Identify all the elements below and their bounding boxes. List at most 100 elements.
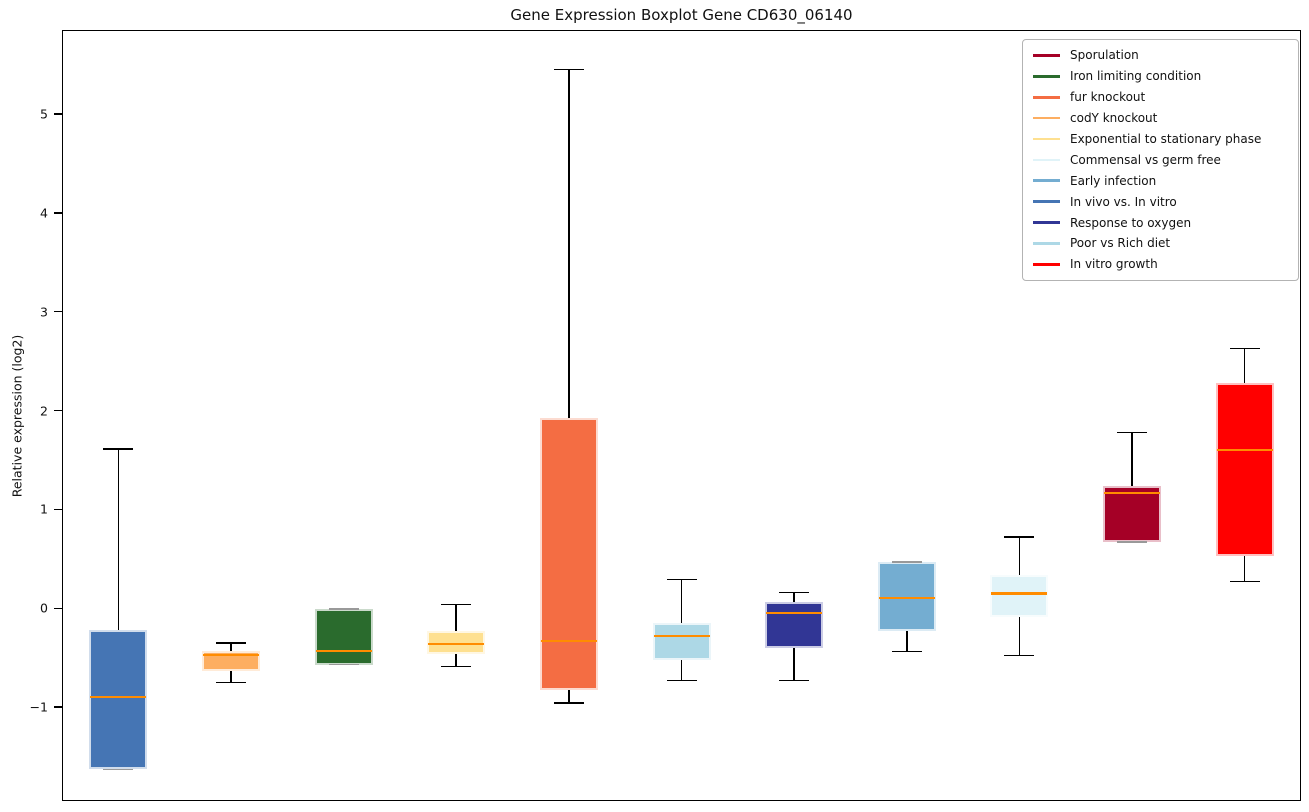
boxplot-lower-cap <box>103 768 134 771</box>
legend: Sporulation Iron limiting condition fur kn… <box>1022 39 1299 281</box>
boxplot-box <box>539 418 598 691</box>
boxplot-upper-whisker <box>568 69 570 419</box>
legend-label: Commensal vs germ free <box>1070 152 1221 167</box>
boxplot-lower-whisker <box>455 653 457 667</box>
legend-label: In vitro growth <box>1070 257 1158 272</box>
boxplot-box <box>427 630 486 654</box>
y-tick-label: 1 <box>40 501 48 517</box>
boxplot-lower-cap <box>666 679 697 682</box>
y-tick-label: 5 <box>40 106 48 122</box>
boxplot-box <box>652 623 711 660</box>
legend-item: fur knockout <box>1023 87 1298 108</box>
boxplot-box <box>1215 382 1274 556</box>
boxplot-median <box>202 653 259 656</box>
legend-swatch <box>1033 75 1060 78</box>
boxplot-upper-cap <box>328 608 359 610</box>
boxplot-lower-whisker <box>906 630 908 652</box>
legend-label: Response to oxygen <box>1070 215 1192 230</box>
legend-label: Iron limiting condition <box>1070 69 1202 84</box>
boxplot-lower-whisker <box>1018 617 1021 656</box>
boxplot-median <box>1216 448 1273 452</box>
boxplot-lower-whisker <box>1243 555 1246 582</box>
boxplot-lower-cap <box>1004 654 1035 657</box>
y-tick-label: 0 <box>40 600 48 616</box>
y-tick-label: 3 <box>40 304 48 320</box>
boxplot-lower-whisker <box>793 647 795 681</box>
legend-label: Sporulation <box>1070 48 1139 63</box>
boxplot-lower-cap <box>215 681 246 684</box>
y-tick-label: 4 <box>40 205 48 221</box>
boxplot-box <box>990 574 1049 618</box>
boxplot-upper-cap <box>1117 431 1148 434</box>
boxplot-upper-whisker <box>230 642 232 651</box>
boxplot-box <box>1103 485 1162 542</box>
boxplot-upper-cap <box>215 642 246 644</box>
boxplot-upper-whisker <box>1018 537 1021 575</box>
legend-swatch <box>1033 221 1060 224</box>
boxplot-median <box>878 597 935 600</box>
boxplot-upper-cap <box>1004 536 1035 538</box>
boxplot-median <box>90 696 147 699</box>
boxplot-box <box>314 609 373 665</box>
legend-label: In vivo vs. In vitro <box>1070 194 1177 209</box>
boxplot-upper-whisker <box>680 579 683 624</box>
legend-item: In vivo vs. In vitro <box>1023 191 1298 212</box>
boxplot-upper-cap <box>891 561 922 563</box>
boxplot-lower-cap <box>779 679 810 682</box>
legend-item: Exponential to stationary phase <box>1023 129 1298 150</box>
boxplot-upper-cap <box>553 68 584 71</box>
legend-item: Commensal vs germ free <box>1023 149 1298 170</box>
boxplot-lower-cap <box>441 665 472 668</box>
y-tick-mark <box>54 310 62 313</box>
boxplot-lower-cap <box>553 702 584 704</box>
legend-label: Poor vs Rich diet <box>1070 236 1171 251</box>
legend-label: fur knockout <box>1070 90 1146 105</box>
boxplot-upper-cap <box>1229 347 1260 350</box>
legend-swatch <box>1033 137 1060 141</box>
legend-item: In vitro growth <box>1023 254 1298 275</box>
boxplot-lower-whisker <box>568 690 570 704</box>
boxplot-median <box>991 592 1048 595</box>
legend-item: Sporulation <box>1023 45 1298 66</box>
boxplot-upper-whisker <box>1243 348 1246 383</box>
boxplot-median <box>315 649 372 652</box>
legend-swatch <box>1033 179 1060 183</box>
legend-item: Early infection <box>1023 170 1298 191</box>
legend-swatch <box>1033 158 1060 162</box>
boxplot-upper-whisker <box>1131 432 1133 486</box>
boxplot-upper-cap <box>779 591 810 594</box>
chart-title: Gene Expression Boxplot Gene CD630_06140 <box>510 6 853 24</box>
boxplot-box <box>765 602 824 648</box>
boxplot-median <box>428 642 485 645</box>
legend-swatch <box>1033 200 1060 203</box>
boxplot-upper-cap <box>103 448 134 450</box>
boxplot-box <box>89 629 148 770</box>
boxplot-lower-whisker <box>680 659 683 681</box>
y-tick-label: −1 <box>29 699 48 715</box>
boxplot-median <box>766 612 823 615</box>
boxplot-box <box>877 561 936 631</box>
legend-swatch <box>1033 95 1060 99</box>
y-tick-mark <box>54 607 62 609</box>
legend-label: Early infection <box>1070 173 1157 188</box>
boxplot-median <box>1104 491 1161 494</box>
legend-swatch <box>1033 116 1060 120</box>
legend-item: Response to oxygen <box>1023 212 1298 233</box>
y-tick-mark <box>54 508 62 511</box>
boxplot-lower-cap <box>328 663 359 666</box>
legend-item: Poor vs Rich diet <box>1023 233 1298 254</box>
boxplot-upper-whisker <box>117 449 120 630</box>
legend-swatch <box>1033 242 1060 245</box>
y-tick-mark <box>54 409 62 412</box>
boxplot-lower-cap <box>1229 580 1260 583</box>
boxplot-upper-whisker <box>793 592 795 603</box>
legend-label: Exponential to stationary phase <box>1070 132 1262 146</box>
boxplot-median <box>653 634 710 637</box>
legend-item: Iron limiting condition <box>1023 66 1298 87</box>
boxplot-upper-whisker <box>455 604 457 631</box>
legend-swatch <box>1033 54 1060 57</box>
legend-label: codY knockout <box>1070 111 1158 126</box>
y-tick-mark <box>54 706 62 708</box>
y-tick-label: 2 <box>40 403 48 419</box>
